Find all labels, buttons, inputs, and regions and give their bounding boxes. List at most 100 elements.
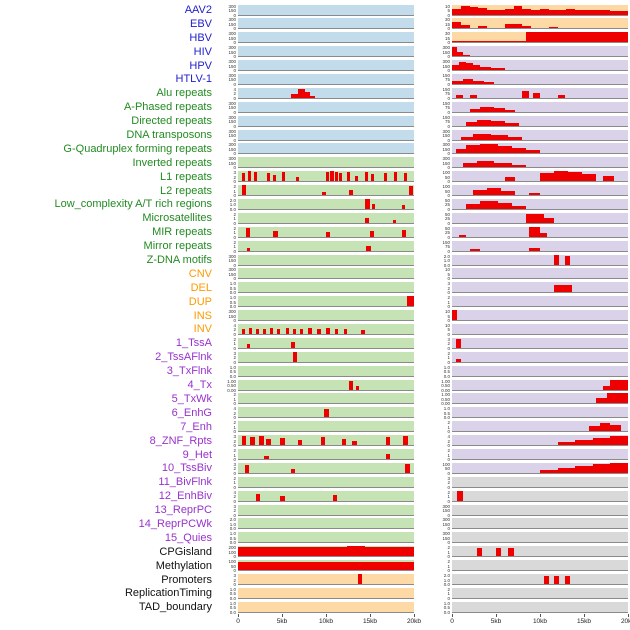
y-tick-label: 150 — [228, 313, 236, 319]
x-tick-mark — [452, 614, 453, 618]
row-label: Mirror repeats — [143, 240, 212, 253]
row-label: 6_EnhG — [171, 406, 212, 419]
y-tick-label: 150 — [442, 49, 450, 55]
right-track-panel — [452, 351, 628, 363]
track-row: EBV 300 150 0 30 15 0 — [0, 17, 630, 31]
y-tick-label: 0 — [447, 470, 450, 476]
right-track-panel — [452, 254, 628, 266]
track-row: INV 4 2 0 10 5 0 — [0, 322, 630, 337]
track-row: G-Quadruplex forming repeats 300 150 0 300 15… — [0, 142, 630, 156]
signal-bar — [317, 328, 321, 334]
track-row: DEL 1.0 0.5 0.0 3 2 0 — [0, 281, 630, 295]
left-track-panel — [238, 449, 414, 460]
right-track-panel — [452, 601, 628, 613]
right-y-axis-ticks: 10 5 0 — [426, 309, 452, 323]
signal-bar — [575, 440, 593, 446]
y-tick-label: 2 — [233, 239, 236, 245]
track-row: 13_ReprPC 3 2 0 300 150 0 — [0, 503, 630, 517]
left-track-panel — [238, 587, 414, 599]
y-tick-label: 10 — [444, 309, 450, 315]
column-gap — [414, 31, 426, 45]
signal-bar — [364, 172, 368, 182]
signal-bar — [385, 437, 391, 446]
signal-bar — [247, 171, 251, 182]
right-y-axis-ticks: 300 150 0 — [426, 129, 452, 142]
signal-bar — [341, 439, 347, 446]
y-tick-label: 10 — [444, 3, 450, 9]
y-tick-label: 0 — [447, 179, 450, 185]
signal-bar — [522, 26, 532, 29]
y-tick-label: 0 — [233, 457, 236, 462]
signal-bar — [276, 328, 281, 334]
right-y-axis-ticks: 100 50 0 — [426, 171, 452, 185]
track-row: 10_TssBiv 3 2 0 100 50 0 — [0, 461, 630, 475]
y-tick-label: 0.0 — [229, 373, 236, 379]
left-y-axis-ticks: 300 150 0 — [212, 254, 238, 267]
column-gap — [414, 100, 426, 114]
y-tick-label: 5 — [447, 327, 450, 333]
y-tick-label: 2 — [233, 577, 236, 583]
y-tick-label: 0 — [233, 179, 236, 185]
right-y-axis-ticks: 300 150 0 — [426, 60, 452, 73]
right-track-panel — [452, 143, 628, 155]
left-y-axis-ticks: 1.0 0.5 0.0 — [212, 601, 238, 614]
y-tick-label: 0 — [447, 290, 450, 296]
column-gap — [414, 142, 426, 156]
signal-bar — [497, 203, 512, 209]
left-y-axis-ticks: 1.0 0.5 0.0 — [212, 587, 238, 600]
y-tick-label: 25 — [444, 202, 450, 208]
x-tick-label: 5kb — [490, 618, 502, 626]
y-tick-label: 2 — [233, 211, 236, 217]
row-label: Methylation — [155, 559, 212, 572]
signal-bar — [238, 561, 414, 571]
y-tick-label: 50 — [444, 211, 450, 217]
signal-bar — [250, 437, 255, 446]
y-tick-label: 25 — [444, 230, 450, 236]
right-track-panel — [452, 337, 628, 349]
right-y-axis-ticks: 1.00 0.50 0.00 — [426, 393, 452, 406]
y-tick-label: 1.0 — [229, 531, 236, 537]
signal-bar — [322, 192, 326, 196]
signal-bar — [292, 352, 297, 362]
signal-bar — [511, 205, 526, 209]
y-tick-label: 0.5 — [229, 299, 236, 305]
left-y-axis-ticks: 2.0 1.0 0.0 — [212, 518, 238, 531]
y-tick-label: 1.0 — [443, 258, 450, 264]
y-tick-label: 0 — [447, 81, 450, 87]
signal-bar — [384, 172, 388, 182]
signal-bar — [496, 10, 505, 15]
signal-bar — [582, 174, 597, 182]
signal-bar — [494, 162, 512, 168]
signal-bar — [370, 230, 375, 237]
y-tick-label: 0.50 — [227, 383, 236, 389]
left-y-axis-ticks: 1.0 0.5 0.0 — [212, 531, 238, 545]
y-tick-label: 0.0 — [443, 582, 450, 588]
signal-bar — [508, 548, 514, 557]
y-tick-label: 1 — [233, 230, 236, 236]
right-y-axis-ticks: 150 75 0 — [426, 240, 452, 253]
y-tick-label: 2 — [233, 448, 236, 453]
y-tick-label: 2.0 — [443, 573, 450, 579]
right-track-panel — [452, 240, 628, 252]
y-tick-label: 1 — [233, 341, 236, 347]
y-tick-label: 0 — [447, 484, 450, 490]
signal-bar — [610, 462, 628, 473]
y-tick-label: 2 — [233, 91, 236, 97]
y-tick-label: 300 — [442, 517, 450, 523]
y-tick-label: 1 — [447, 299, 450, 305]
left-track-panel — [238, 323, 414, 335]
signal-bar — [504, 109, 516, 112]
right-track-panel — [452, 4, 628, 16]
row-label: INS — [193, 309, 212, 322]
y-tick-label: 4 — [233, 322, 236, 328]
y-tick-label: 300 — [442, 531, 450, 537]
y-tick-label: 3 — [447, 336, 450, 342]
column-gap — [414, 211, 426, 225]
row-label: DUP — [188, 295, 212, 308]
y-tick-label: 1 — [233, 480, 236, 486]
